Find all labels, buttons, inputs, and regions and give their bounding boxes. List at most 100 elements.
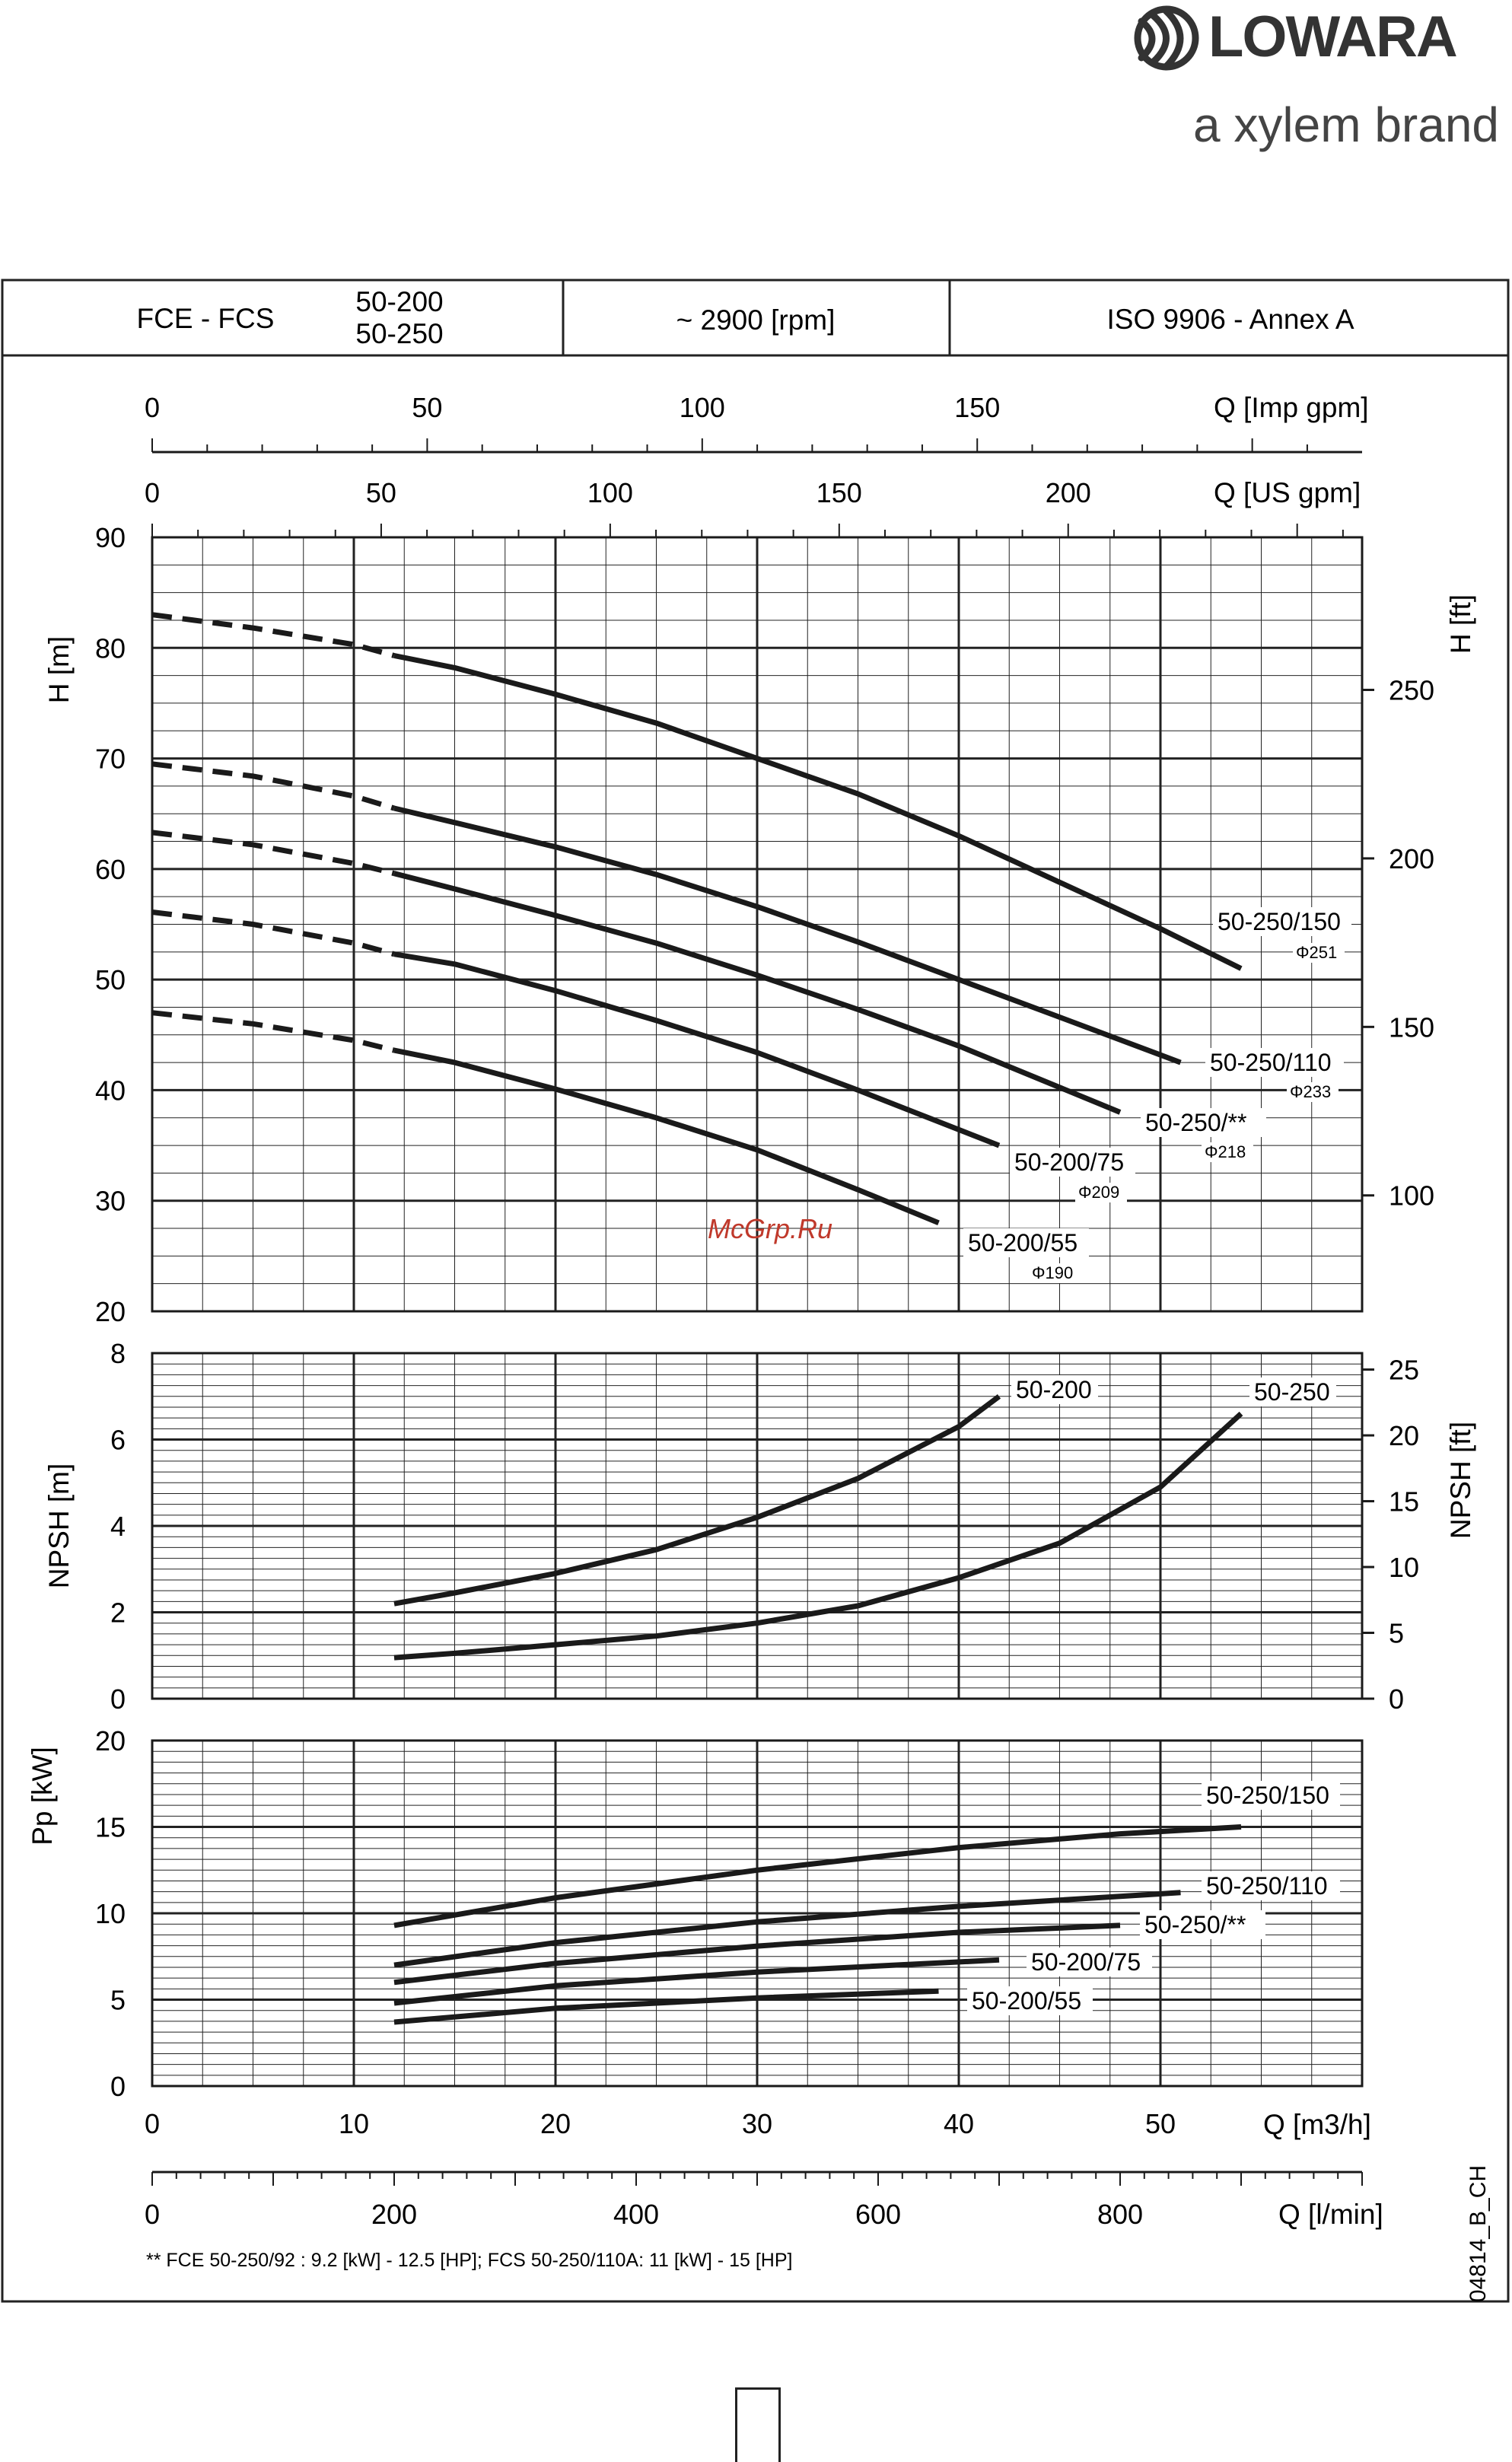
y-axis-label: Pp [kW] bbox=[27, 1747, 58, 1846]
curve-dashed-50-250/110 bbox=[151, 761, 396, 811]
header-size-1: 50-200 bbox=[355, 286, 443, 317]
top-axis-tick-label: 150 bbox=[954, 392, 1000, 423]
y-tick-label: 30 bbox=[95, 1186, 126, 1217]
y-tick-label: 0 bbox=[110, 2071, 126, 2102]
header-size-2: 50-250 bbox=[355, 318, 443, 349]
series-label: 50-250/150 bbox=[1206, 1782, 1329, 1809]
y-tick-label: 20 bbox=[95, 1725, 126, 1757]
top-axis-tick-label: 150 bbox=[816, 477, 862, 508]
curve-50-200/55 bbox=[393, 1988, 939, 2025]
curve-dashed-50-250/** bbox=[151, 830, 395, 877]
bottom-axis-tick-label: 0 bbox=[145, 2199, 160, 2230]
y2-tick-label: 5 bbox=[1389, 1618, 1404, 1649]
series-label-bg bbox=[1202, 1781, 1340, 1810]
power-chart: 0 5 10 15 20 Pp [kW] 50-250/150 50-250/110 50-25… bbox=[27, 1725, 1371, 2140]
top-axis-tick-label: 200 bbox=[1046, 477, 1091, 508]
y-tick-label: 0 bbox=[110, 1683, 126, 1715]
series-label-bg bbox=[963, 1228, 1089, 1257]
series-label: 50-250/** bbox=[1144, 1911, 1246, 1938]
y-tick-label: 20 bbox=[95, 1296, 126, 1327]
y-tick-label: 40 bbox=[95, 1075, 126, 1106]
y2-tick-label: 10 bbox=[1389, 1552, 1419, 1583]
brand-name: LOWARA bbox=[1208, 5, 1456, 69]
series-label-bg bbox=[1205, 1048, 1344, 1077]
npsh-chart: 0 2 4 6 8 NPSH [m] 0 5 10 15 20 25 NPSH [ft] 50-200 50… bbox=[43, 1338, 1476, 1715]
bottom-axis-tick-label: 800 bbox=[1097, 2199, 1143, 2230]
series-label: 50-200 bbox=[1016, 1376, 1092, 1403]
curve-50-250/** bbox=[393, 871, 1122, 1115]
top-axis-tick-label: 100 bbox=[587, 477, 633, 508]
y2-axis-label: H [ft] bbox=[1445, 594, 1476, 654]
diameter-label-bg bbox=[1287, 1082, 1339, 1102]
lowara-logo: LOWARA a xylem brand bbox=[1134, 5, 1499, 152]
head-chart: 20 30 40 50 60 70 80 90 H [m] 100 150 200 250 H [ft] 5… bbox=[43, 522, 1476, 1327]
series-label: 50-200/55 bbox=[968, 1229, 1077, 1256]
series-label: 50-250/110 bbox=[1210, 1049, 1332, 1076]
bottom-axis-label: Q [l/min] bbox=[1278, 2199, 1383, 2230]
diameter-label: Φ209 bbox=[1078, 1183, 1119, 1202]
curve-dashed-50-250/150 bbox=[151, 612, 395, 658]
curve-50-250/** bbox=[393, 1922, 1121, 1986]
series-label: 50-250/150 bbox=[1218, 908, 1341, 935]
bottom-axis-tick-label: 400 bbox=[613, 2199, 659, 2230]
footnote: ** FCE 50-250/92 : 9.2 [kW] - 12.5 [HP];… bbox=[146, 2250, 792, 2271]
y-tick-label: 15 bbox=[95, 1812, 126, 1843]
series-label-bg bbox=[1202, 1871, 1340, 1900]
top-axis-label: Q [US gpm] bbox=[1214, 477, 1361, 508]
y2-tick-label: 25 bbox=[1389, 1355, 1419, 1386]
watermark: McGrp.Ru bbox=[708, 1213, 832, 1244]
top-axes: 0 50 100 150 Q [Imp gpm] 0 50 100 150 200 Q [US gp… bbox=[145, 392, 1369, 537]
x-axis-label: Q [m3/h] bbox=[1263, 2109, 1371, 2140]
curve-50-200/75 bbox=[393, 951, 1001, 1148]
curve-50-200/55 bbox=[393, 1047, 940, 1226]
curve-50-200/75 bbox=[393, 1957, 1000, 2006]
y2-axis-label: NPSH [ft] bbox=[1445, 1422, 1476, 1539]
plot-frame bbox=[151, 1352, 1364, 1700]
xylem-swirl-icon bbox=[1134, 5, 1199, 71]
series-label: 50-250/** bbox=[1145, 1109, 1246, 1136]
x-tick-label: 50 bbox=[1145, 2108, 1176, 2139]
curve-50-250/110 bbox=[393, 805, 1182, 1065]
y-tick-label: 2 bbox=[110, 1597, 126, 1629]
curve-dashed-50-200/55 bbox=[151, 1010, 395, 1053]
plot-frame bbox=[151, 536, 1364, 1313]
series-label-bg bbox=[1027, 1948, 1152, 1976]
y2-tick-label: 150 bbox=[1389, 1011, 1434, 1043]
top-axis-tick-label: 50 bbox=[366, 477, 396, 508]
series-label-bg bbox=[967, 1986, 1093, 2015]
outer-frame bbox=[1, 279, 1510, 2303]
curve-50-250/150 bbox=[393, 1824, 1242, 1929]
diameter-label: Φ218 bbox=[1205, 1142, 1246, 1161]
top-axis-tick-label: 50 bbox=[412, 392, 442, 423]
x-tick-label: 20 bbox=[540, 2108, 571, 2139]
y-tick-label: 8 bbox=[110, 1338, 126, 1369]
curve-50-250/150 bbox=[393, 653, 1243, 971]
series-label: 50-200/75 bbox=[1014, 1148, 1124, 1176]
diameter-label-bg bbox=[1293, 943, 1345, 963]
series-label-bg bbox=[1010, 1148, 1135, 1177]
y-tick-label: 90 bbox=[95, 522, 126, 553]
top-axis-tick-label: 0 bbox=[145, 392, 160, 423]
y2-tick-label: 250 bbox=[1389, 674, 1434, 705]
series-label: 50-250 bbox=[1254, 1378, 1330, 1406]
bottom-axes: 0 200 400 600 800 Q [l/min] bbox=[145, 2171, 1383, 2230]
top-axis-label: Q [Imp gpm] bbox=[1214, 392, 1369, 423]
page-number-box bbox=[735, 2387, 781, 2462]
y-tick-label: 80 bbox=[95, 632, 126, 664]
series-label: 50-200/55 bbox=[972, 1987, 1081, 2015]
document-code: 04814_B_CH bbox=[1466, 2165, 1491, 2302]
curve-50-200 bbox=[393, 1393, 1001, 1607]
brand-tagline: a xylem brand bbox=[1193, 97, 1499, 152]
y-tick-label: 10 bbox=[95, 1898, 126, 1929]
y-axis-label: NPSH [m] bbox=[43, 1464, 75, 1588]
x-tick-label: 10 bbox=[339, 2108, 369, 2139]
top-axis-tick-label: 0 bbox=[145, 477, 160, 508]
series-label: 50-250/110 bbox=[1206, 1872, 1328, 1900]
diameter-label: Φ233 bbox=[1290, 1082, 1331, 1101]
bottom-axis-tick-label: 200 bbox=[371, 2199, 417, 2230]
diameter-label: Φ251 bbox=[1296, 943, 1337, 962]
series-label: 50-200/75 bbox=[1031, 1948, 1141, 1976]
curve-dashed-50-200/75 bbox=[151, 909, 395, 957]
y-tick-label: 5 bbox=[110, 1985, 126, 2016]
